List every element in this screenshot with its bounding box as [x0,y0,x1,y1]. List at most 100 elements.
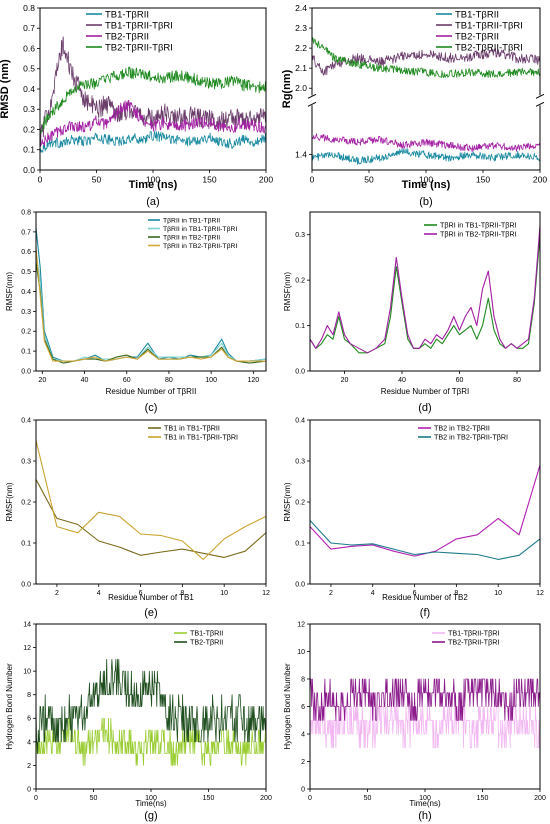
y-tick-label: 12 [297,621,305,628]
y-tick-label: 0.3 [295,458,305,465]
x-tick-label: 200 [534,795,546,802]
plot-frame-d [309,211,541,372]
series-line-a-3 [40,100,266,147]
x-tick-label: 100 [146,175,160,185]
x-tick-label: 80 [513,377,521,384]
panel-f: 2 4 6 8 10 12 0.0 0.1 0.2 0.3 0.4 Residue Number of… [283,417,544,619]
axis-break-gap [310,95,542,106]
y-tick-label: 0 [301,786,305,793]
y-axis-title: RMSF(nm) [283,272,292,311]
y-axis-title: RMSF(nm) [283,482,292,521]
legend-entry: TB2-TβRII-TβRI [455,42,523,53]
x-tick-label: 100 [205,377,217,384]
legend-entry: TB2-TβRII [190,638,223,647]
legend-entry: TB1-TβRII [105,9,149,20]
y-tick-label: 2.4 [295,3,307,13]
panel-label: (f) [420,607,430,619]
x-tick-label: 40 [81,377,89,384]
x-tick-label: 4 [371,590,375,597]
legend-entry: TβRII in TB2-TβRII [163,234,220,241]
x-tick-label: 50 [90,795,98,802]
series-line-e-1 [36,479,266,558]
y-tick-label: 2 [301,759,305,766]
x-tick-label: 20 [341,377,349,384]
y-tick-label: 8 [301,676,305,683]
x-axis-title: Residue Number of TβRII [106,387,197,396]
panel-g: 0 50 100 150 200 0 2 4 6 8 10 12 14 Time(ns) Hydrogen … [5,621,272,822]
panel-label: (c) [145,402,158,414]
y-tick-label: 0.3 [23,104,35,114]
y-tick-label: 0.1 [295,323,305,330]
plot-frame-b [311,7,541,171]
y-tick-label: 0.4 [23,84,35,94]
legend-entry: TβRI in TB2-TβRII-TβRI [440,230,517,239]
legend-entry: TβRII in TB1-TβRII-TβRI [163,226,237,233]
y-tick-label: 0.1 [21,540,31,547]
y-tick-label: 0.1 [23,145,35,155]
panel-label: (d) [418,402,431,414]
y-tick-label: 0.2 [21,329,31,336]
x-tick-label: 200 [259,175,273,185]
x-axis-title: Residue Number of TB1 [108,593,194,602]
y-tick-label: 0.6 [21,249,31,256]
series-line-c-4 [36,247,266,362]
series-line-b-2 [312,48,540,76]
x-tick-label: 6 [139,590,143,597]
legend-entry: TB2 in TB2-TβRII-TβRI [434,433,508,442]
y-tick-label: 0.1 [21,349,31,356]
y-tick-label: 0.2 [21,499,31,506]
series-line-a-2 [40,36,266,147]
y-axis-title: Hydrogen Bond Number [5,663,14,750]
y-axis-title: RMSD (nm) [0,59,11,119]
y-tick-label: 2.3 [295,23,307,33]
series-line-d-2 [310,225,540,354]
x-tick-label: 8 [180,590,184,597]
y-tick-label: 2.1 [295,63,307,73]
x-axis-title: Residue Number of TβRI [381,387,470,396]
panel-d: 20 40 60 80 0.0 0.1 0.2 0.3 Residue Number of Tβ… [283,211,541,414]
y-tick-label: 0.2 [295,278,305,285]
y-tick-label: 2.2 [295,43,307,53]
y-tick-label: 4 [27,739,31,746]
x-axis-title: Time(ns) [409,799,441,808]
y-tick-label: 0.7 [21,229,31,236]
y-tick-label: 0.3 [21,309,31,316]
y-tick-label: 0.4 [21,417,31,424]
axis-break-mark [535,101,545,107]
x-axis-title: Time (ns) [402,179,451,191]
y-tick-label: 0 [27,786,31,793]
y-tick-label: 0.0 [21,581,31,588]
y-tick-label: 1.4 [295,150,307,160]
panel-b: 0 50 100 150 200 2.0 2.1 2.2 2.3 2.4 1.4 Time (ns) R… [281,3,547,208]
x-tick-label: 0 [310,175,315,185]
series-line-a-1 [40,130,266,153]
y-tick-label: 0.5 [23,64,35,74]
x-tick-label: 10 [220,590,228,597]
series-line-h-1 [310,706,540,749]
axis-break-mark [535,93,545,99]
y-tick-label: 0.3 [21,458,31,465]
panel-e: 2 4 6 8 10 12 0.0 0.1 0.2 0.3 0.4 Residue Number of… [5,417,270,619]
x-tick-label: 40 [398,377,406,384]
legend-entry: TβRI in TB1-TβRII-TβRI [440,221,517,230]
y-axis-title: Rg(nm) [281,69,293,108]
y-tick-label: 4 [301,731,305,738]
y-tick-label: 6 [27,716,31,723]
y-tick-label: 0.7 [23,23,35,33]
x-tick-label: 2 [329,590,333,597]
plot-frame-e [35,419,267,585]
legend-entry: TB1 in TB1-TβRII-TβRI [164,433,238,442]
y-tick-label: 0.2 [23,124,35,134]
x-tick-label: 12 [536,590,544,597]
series-line-d-1 [310,234,540,354]
x-tick-label: 150 [203,795,215,802]
y-tick-label: 0.6 [23,43,35,53]
series-line-g-1 [36,717,266,766]
y-tick-label: 6 [301,704,305,711]
y-tick-label: 0.8 [23,3,35,13]
y-tick-label: 0.0 [21,368,31,375]
axis-break-mark [307,101,317,107]
panel-label: (b) [419,196,432,208]
